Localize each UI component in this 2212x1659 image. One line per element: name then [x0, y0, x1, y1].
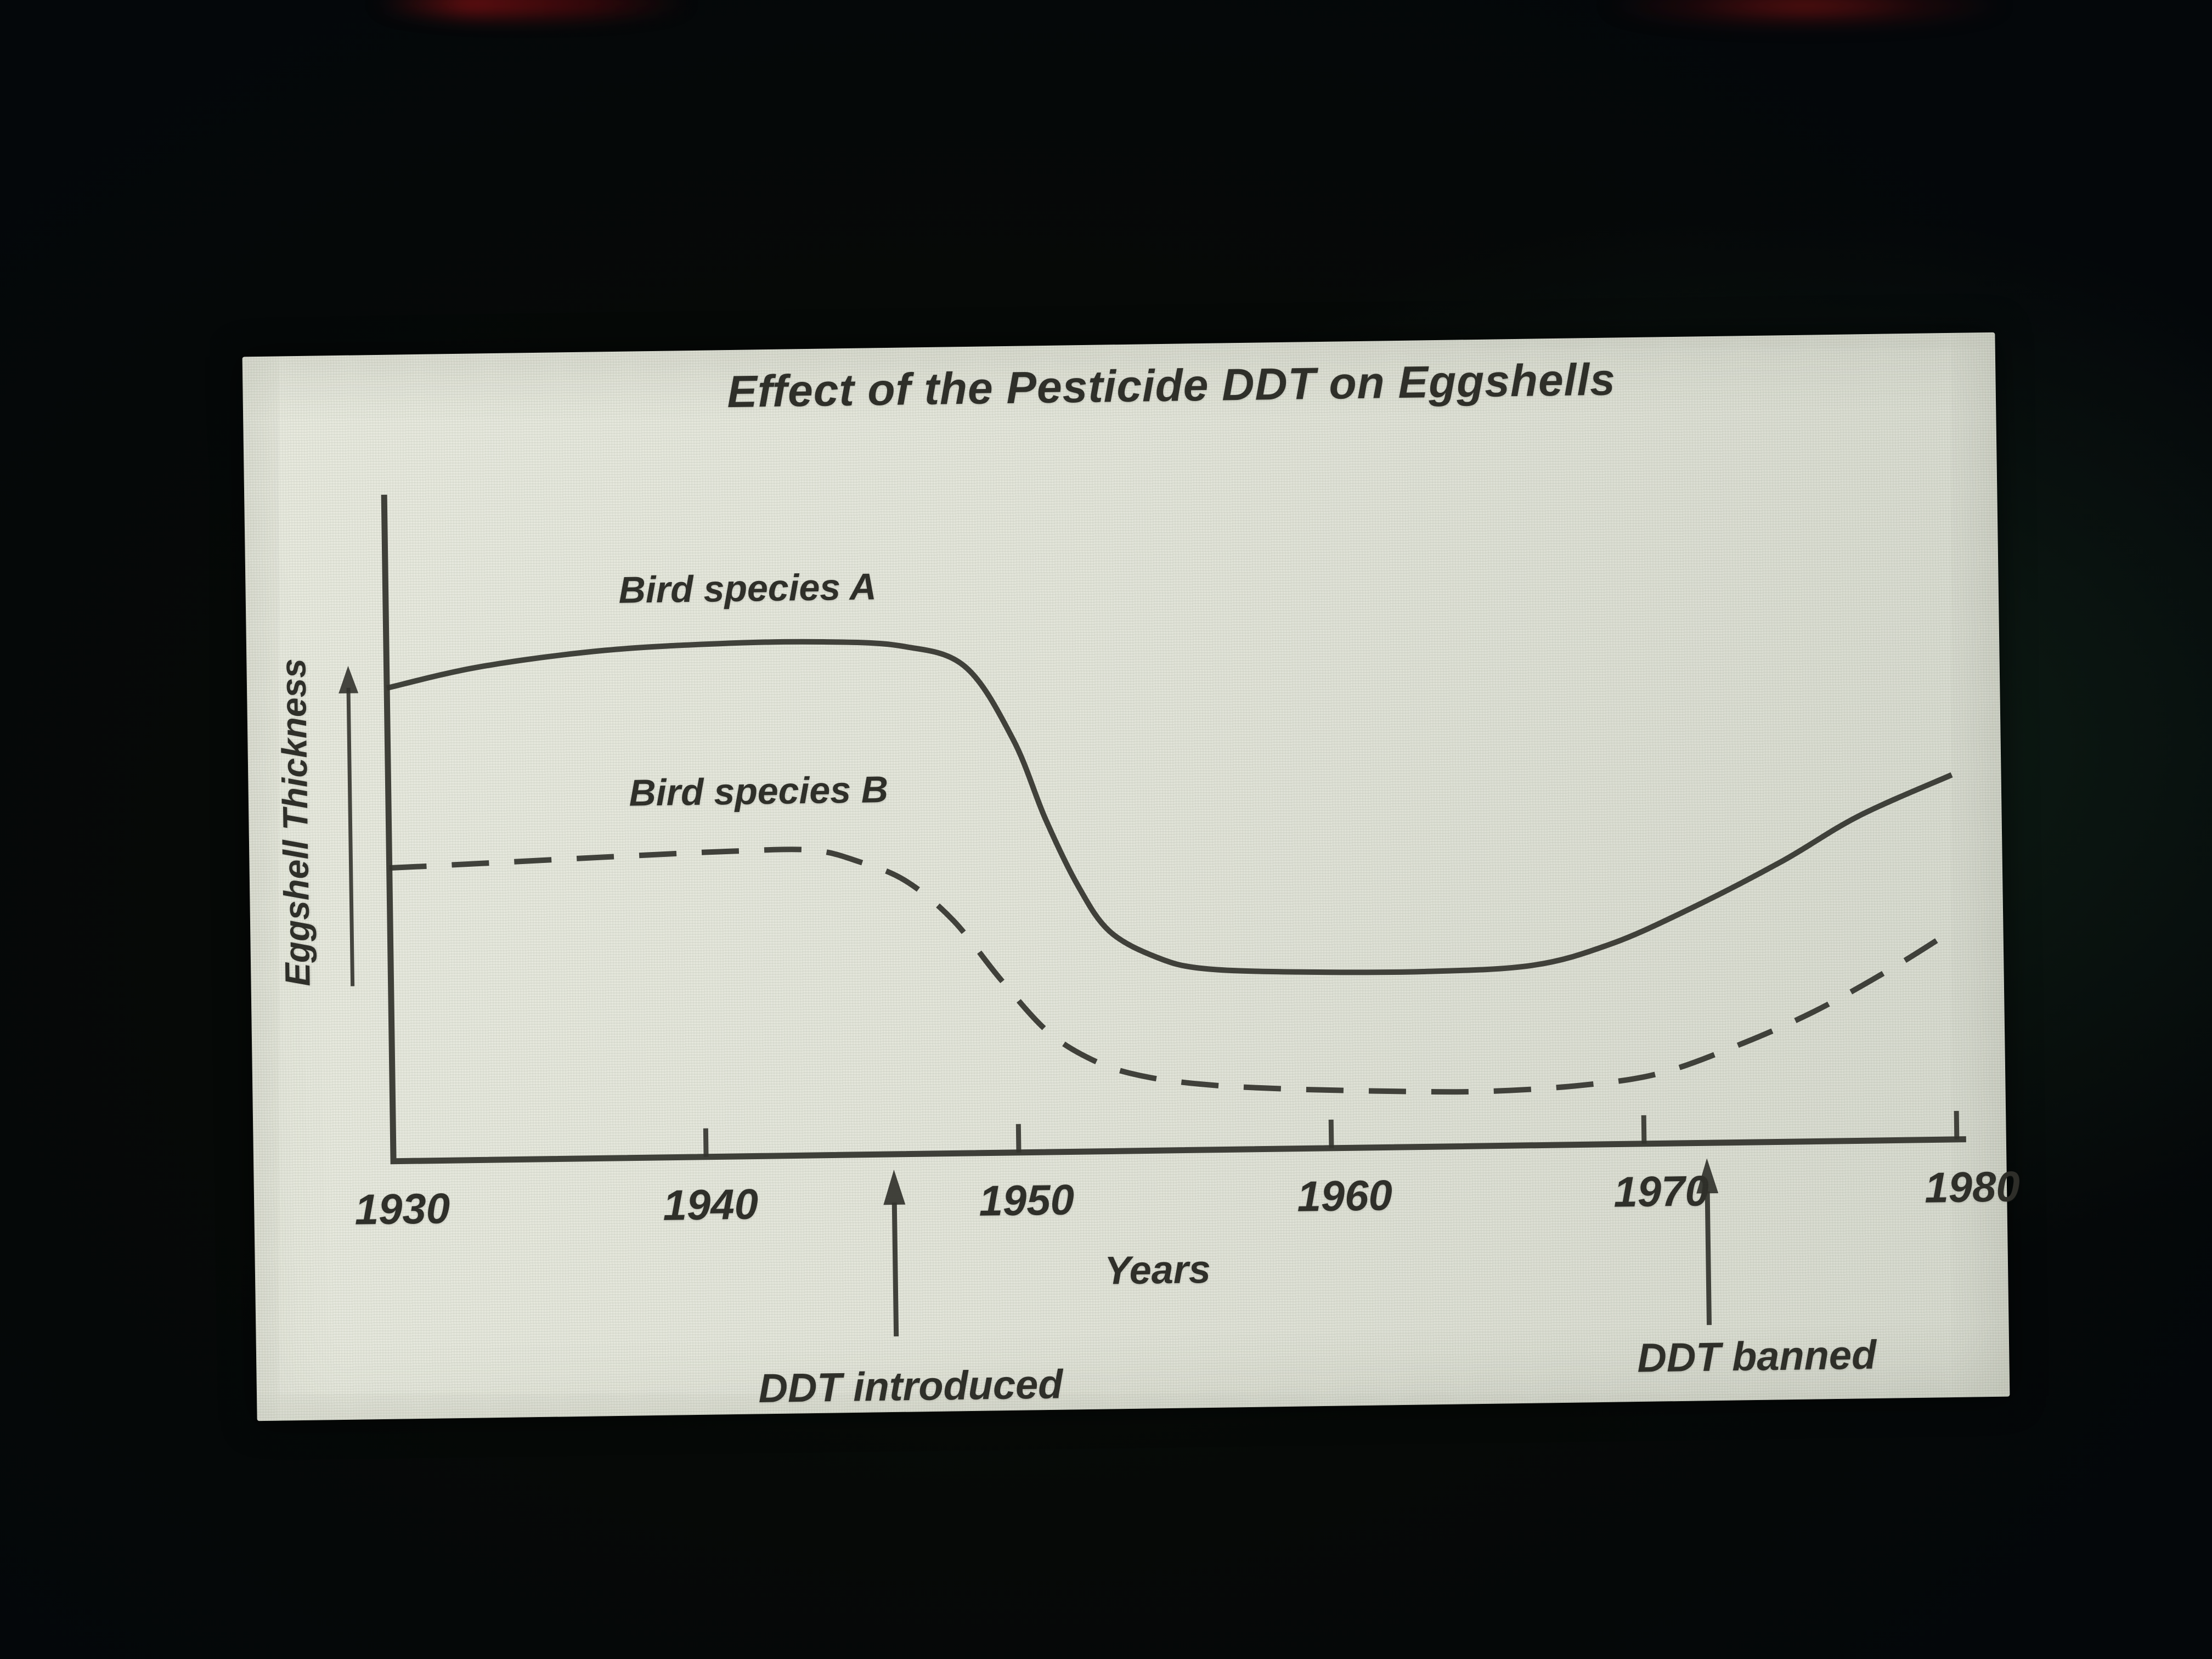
red-reflection-left: [373, 0, 691, 18]
red-reflection-right: [1602, 0, 2008, 27]
x-tick-label-1970: 1970: [1613, 1166, 1709, 1216]
annotation-ddt-introduced: DDT introduced: [758, 1361, 1063, 1411]
y-axis-arrow: [338, 665, 359, 986]
x-tick-mark-1980: [1954, 1110, 1960, 1139]
x-tick-label-1950: 1950: [978, 1175, 1075, 1225]
y-axis-label: Eggshell Thickness: [273, 658, 318, 987]
chart-plot: [338, 494, 1966, 1336]
x-tick-label-1960: 1960: [1296, 1171, 1393, 1221]
axes: [381, 494, 1966, 1165]
curve-bird-species-b: [389, 847, 1956, 1095]
x-axis-label: Years: [1104, 1247, 1211, 1293]
annotation-ddt-banned: DDT banned: [1637, 1331, 1877, 1381]
curve-bird-species-a: [386, 639, 1953, 975]
x-tick-mark-1950: [1015, 1124, 1022, 1153]
x-tick-label-1980: 1980: [1924, 1162, 2021, 1212]
annotation-arrow-ddt-banned: [1696, 1158, 1719, 1325]
series-label-bird-species-b: Bird species B: [629, 769, 889, 814]
x-tick-label-1940: 1940: [662, 1180, 759, 1229]
annotation-arrow-ddt-introduced: [883, 1169, 906, 1336]
x-tick-label-1930: 1930: [354, 1184, 450, 1234]
series-label-bird-species-a: Bird species A: [618, 566, 877, 611]
chart-panel: Effect of the Pesticide DDT on Eggshells…: [242, 332, 2020, 1421]
